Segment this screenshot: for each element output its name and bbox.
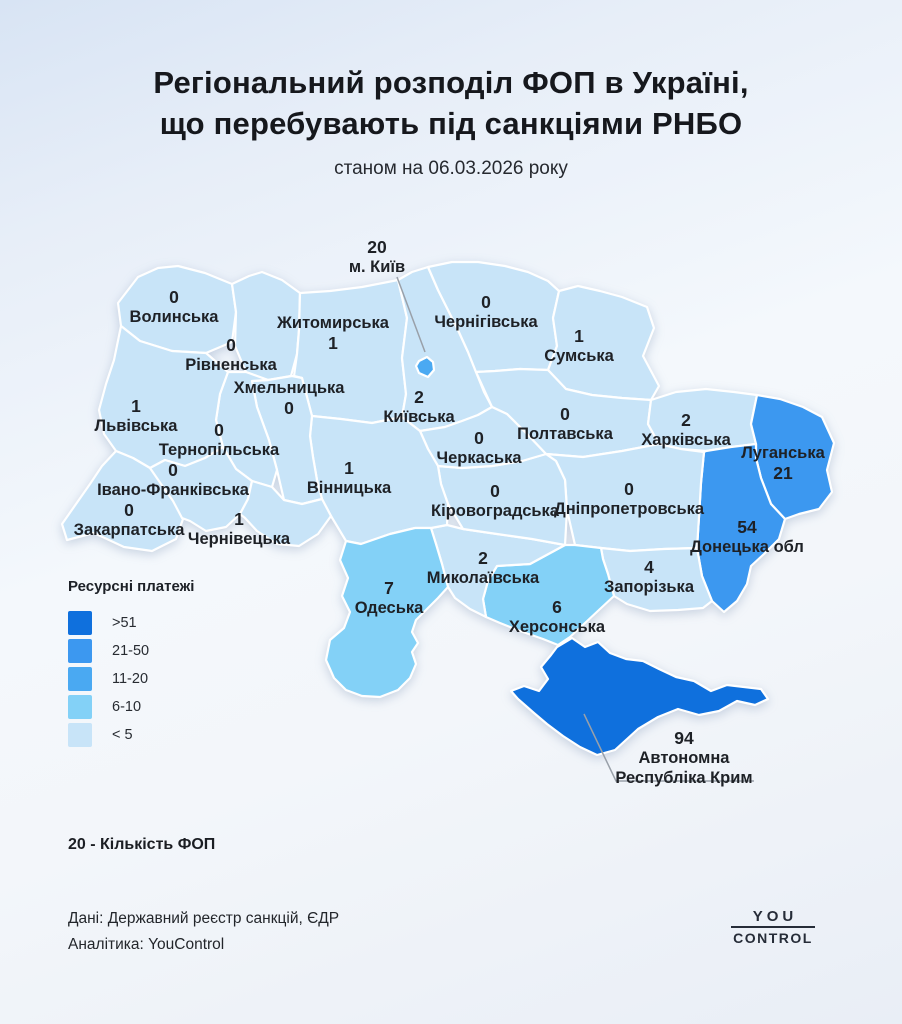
region-chernivtsi bbox=[238, 479, 333, 548]
map-regions bbox=[60, 260, 836, 757]
legend-swatch bbox=[68, 723, 92, 747]
region-kharkiv bbox=[646, 387, 759, 453]
legend: Ресурсні платежі >51 21-50 11-20 6-10 < 5 bbox=[68, 578, 194, 751]
region-cherkasy bbox=[418, 405, 548, 470]
legend-swatch bbox=[68, 695, 92, 719]
title-block: Регіональний розподіл ФОП в Україні, що п… bbox=[0, 62, 902, 180]
source-data-line: Дані: Державний реєстр санкцій, ЄДР bbox=[68, 910, 340, 927]
region-zhytomyr bbox=[292, 278, 409, 425]
region-kyiv-city bbox=[414, 355, 436, 379]
page-title: Регіональний розподіл ФОП в Україні, що п… bbox=[0, 62, 902, 144]
legend-label: 6-10 bbox=[112, 699, 142, 715]
title-line-2: що перебувають під санкціями РНБО bbox=[159, 106, 743, 141]
logo-divider bbox=[731, 926, 815, 928]
logo-text-control: CONTROL bbox=[733, 930, 813, 946]
legend-title: Ресурсні платежі bbox=[68, 578, 195, 595]
region-zaporizhzhia bbox=[599, 546, 714, 613]
kyiv-leader-line bbox=[396, 276, 426, 353]
legend-item: 6-10 bbox=[68, 695, 194, 719]
crimea-leader-line bbox=[583, 713, 754, 782]
legend-swatch bbox=[68, 639, 92, 663]
footnote: 20 - Кількість ФОП bbox=[68, 836, 216, 853]
region-sumy bbox=[546, 284, 661, 402]
legend-swatch bbox=[68, 667, 92, 691]
legend-item: 21-50 bbox=[68, 639, 194, 663]
legend-item: < 5 bbox=[68, 723, 194, 747]
title-line-1: Регіональний розподіл ФОП в Україні, bbox=[153, 65, 749, 100]
youcontrol-logo: YOU CONTROL bbox=[731, 908, 815, 946]
legend-label: 21-50 bbox=[112, 643, 150, 659]
source-block: Дані: Державний реєстр санкцій, ЄДР Анал… bbox=[68, 906, 339, 958]
region-dnipropetrovsk bbox=[544, 442, 706, 553]
legend-label: 11-20 bbox=[112, 671, 149, 687]
legend-item: 11-20 bbox=[68, 667, 194, 691]
legend-items: >51 21-50 11-20 6-10 < 5 bbox=[68, 611, 194, 747]
legend-swatch bbox=[68, 611, 92, 635]
region-crimea bbox=[509, 636, 770, 757]
legend-item: >51 bbox=[68, 611, 194, 635]
legend-label: >51 bbox=[112, 615, 137, 631]
region-rivne bbox=[230, 270, 302, 382]
legend-label: < 5 bbox=[112, 727, 133, 743]
logo-text-you: YOU bbox=[752, 908, 798, 925]
source-analytics-line: Аналітика: YouControl bbox=[68, 936, 225, 953]
region-odesa bbox=[324, 526, 450, 699]
page-subtitle: станом на 06.03.2026 року bbox=[334, 158, 568, 179]
